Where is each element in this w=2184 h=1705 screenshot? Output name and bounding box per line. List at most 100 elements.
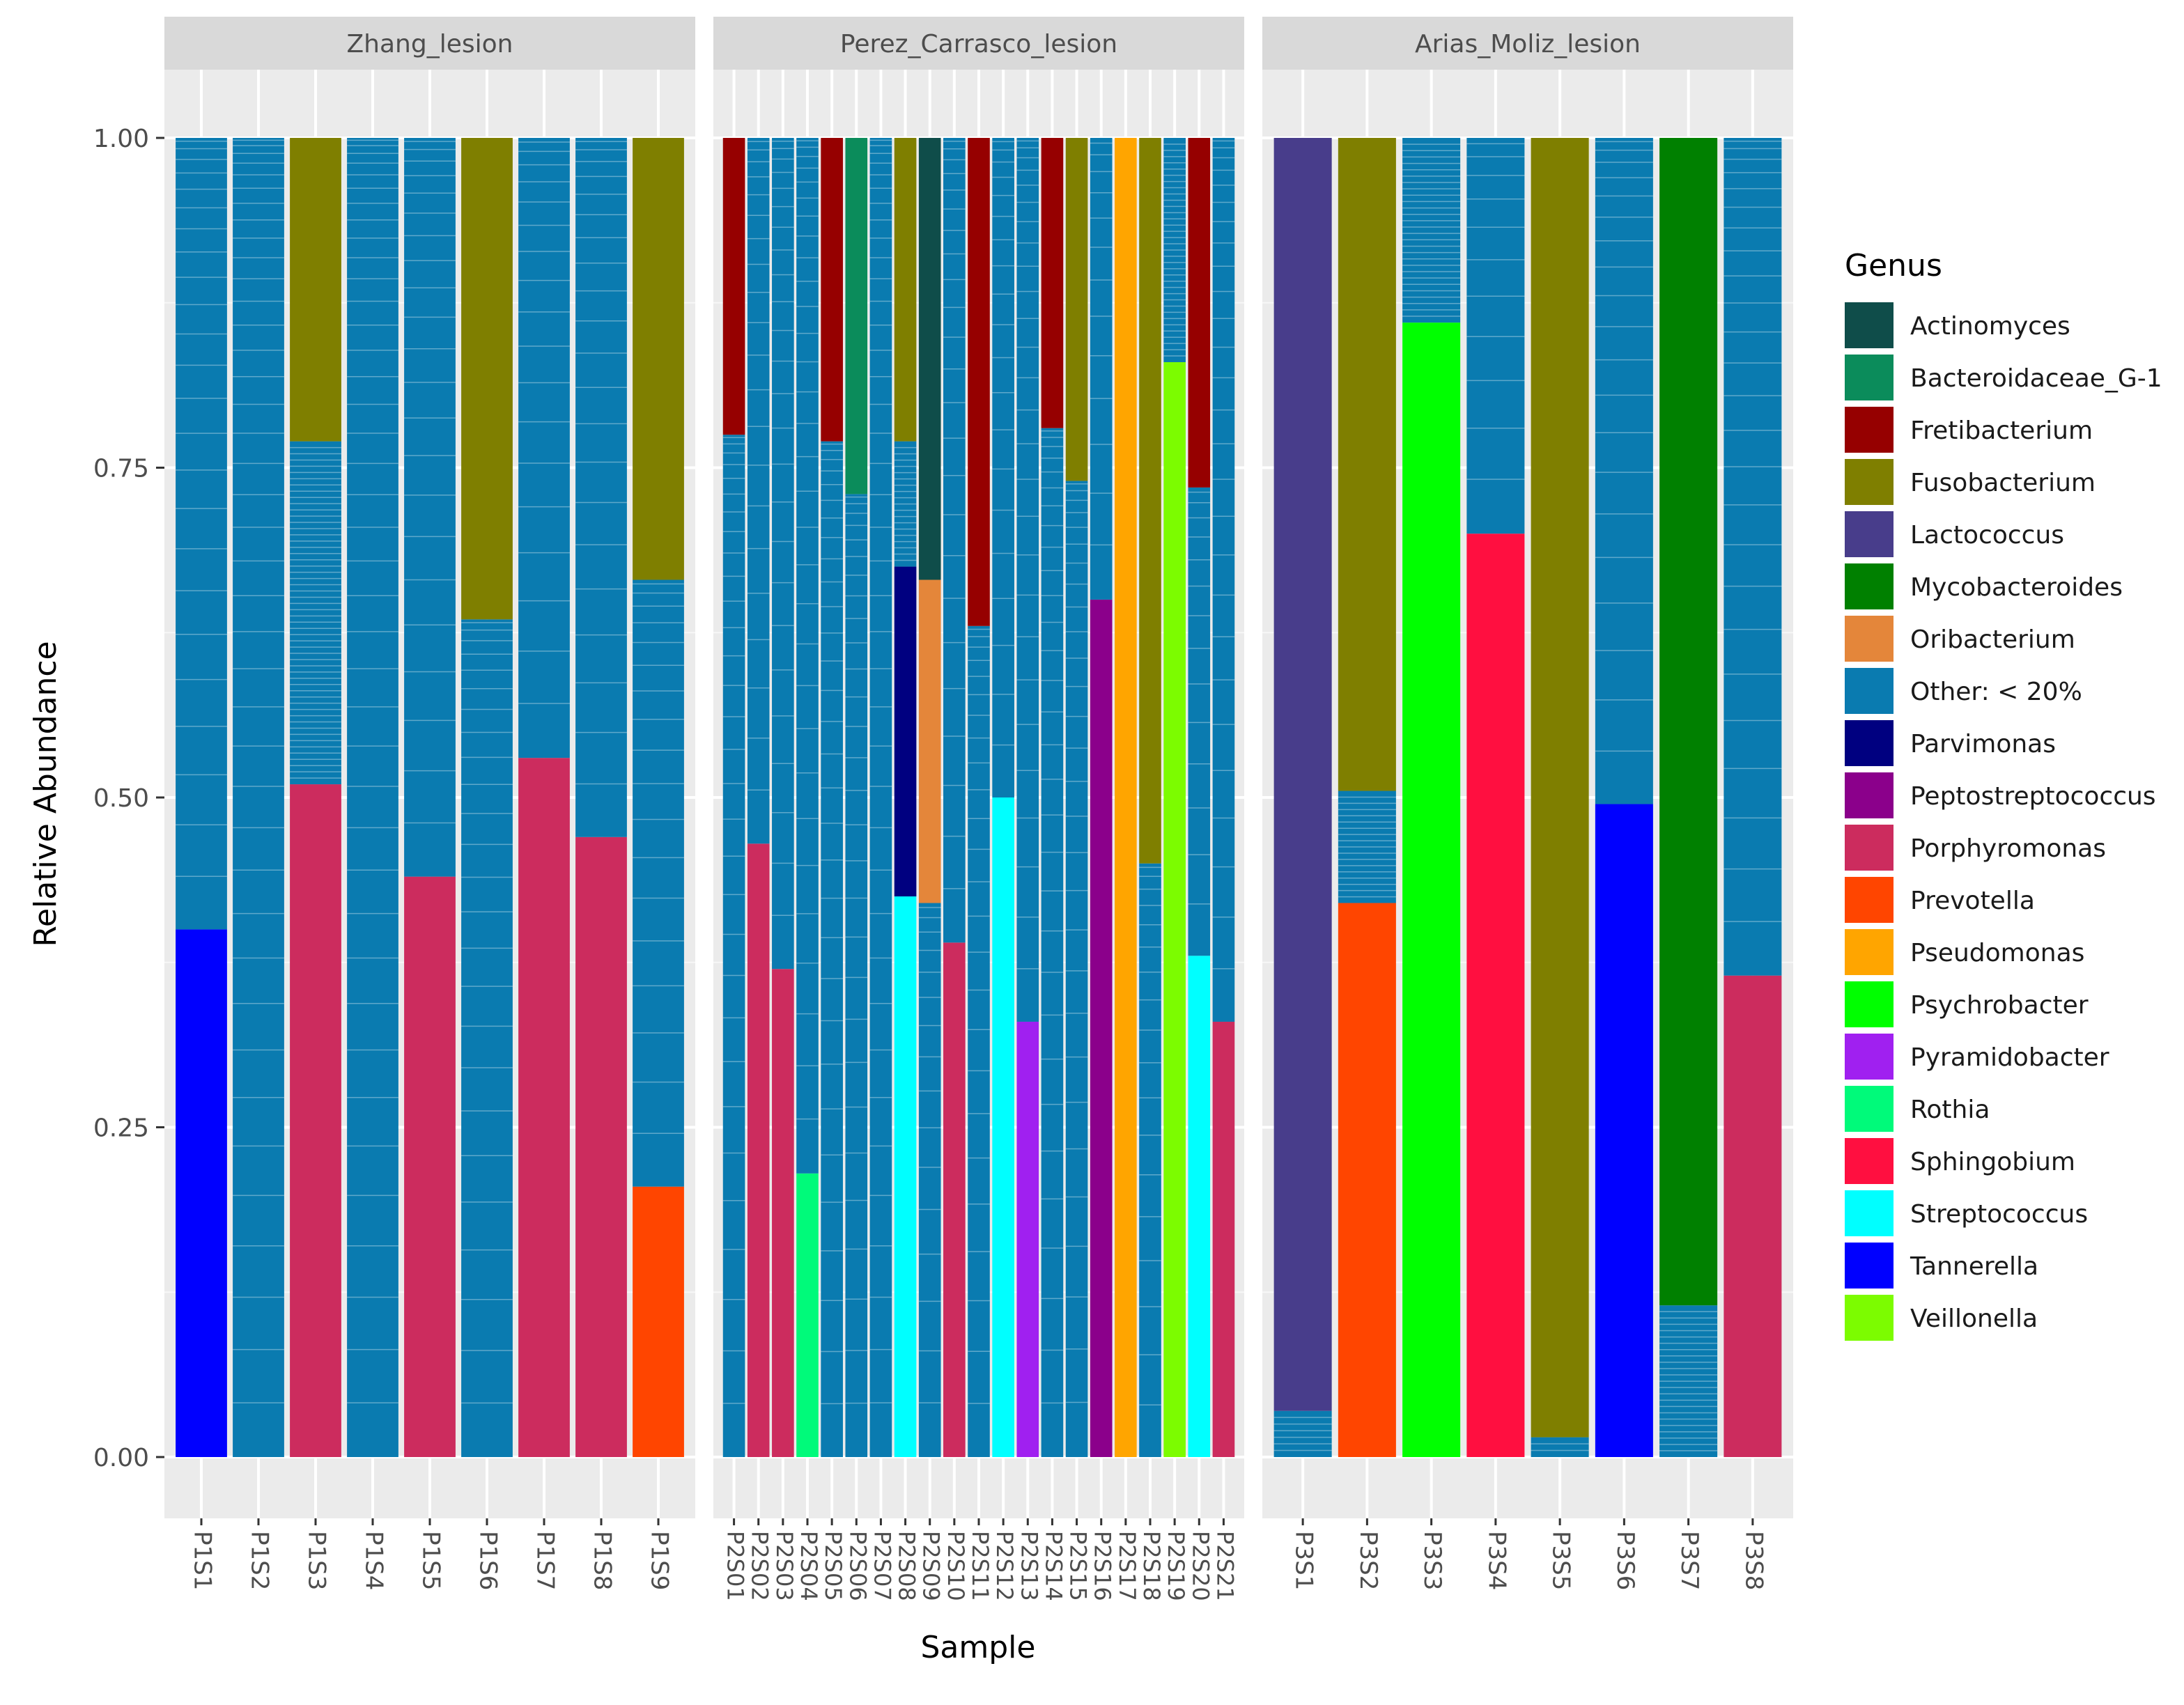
facet-strip-label: Perez_Carrasco_lesion	[840, 30, 1117, 59]
bar-segment-other-20	[772, 138, 794, 970]
bar-P3S4	[1466, 138, 1525, 1458]
bar-P3S8	[1724, 138, 1782, 1457]
bar-P2S08	[894, 138, 917, 1457]
legend-key	[1845, 1190, 1893, 1236]
x-tick-label: P3S2	[1354, 1531, 1382, 1590]
bar-P2S16	[1090, 138, 1113, 1457]
bar-segment-other-20	[404, 138, 456, 877]
bar-segment-streptococcus	[894, 896, 917, 1457]
legend-item-fretibacterium: Fretibacterium	[1845, 407, 2093, 453]
bar-segment-fusobacterium	[1065, 138, 1088, 481]
bar-segment-other-20	[518, 138, 570, 758]
bar-P2S09	[918, 138, 941, 1457]
x-tick-label: P2S20	[1187, 1531, 1214, 1601]
legend-item-mycobacteroides: Mycobacteroides	[1845, 563, 2123, 609]
bar-P2S17	[1115, 138, 1137, 1457]
bar-segment-porphyromonas	[404, 876, 456, 1457]
legend-item-psychrobacter: Psychrobacter	[1845, 981, 2089, 1027]
legend-label: Mycobacteroides	[1910, 573, 2123, 602]
bar-P2S12	[992, 138, 1014, 1457]
legend-title: Genus	[1845, 248, 1942, 283]
bar-P2S10	[943, 138, 966, 1457]
facet-panels: Zhang_lesion P1S1 P1S2 P1S3 P1S4 P1S5 P1S6 P1S7…	[164, 17, 1793, 1601]
bar-segment-tannerella	[176, 929, 227, 1457]
bar-segment-other-20	[1163, 138, 1186, 362]
x-tick-label: P1S5	[417, 1531, 445, 1590]
bar-segment-peptostreptococcus	[1090, 599, 1113, 1457]
legend-item-fusobacterium: Fusobacterium	[1845, 459, 2096, 505]
x-tick-label: P2S05	[820, 1531, 846, 1601]
bar-segment-sphingobium	[1466, 534, 1525, 1458]
bar-segment-fretibacterium	[968, 138, 990, 626]
x-tick-label: P2S12	[991, 1531, 1018, 1601]
x-tick-label: P1S3	[303, 1531, 331, 1590]
legend-key	[1845, 302, 1893, 348]
facet-strip-label: Zhang_lesion	[347, 30, 513, 59]
x-tick-label: P1S7	[532, 1531, 559, 1590]
bar-P2S13	[1016, 138, 1039, 1457]
bar-segment-prevotella	[1338, 903, 1396, 1457]
x-tick-label: P3S7	[1675, 1531, 1703, 1590]
bar-segment-fretibacterium	[1041, 138, 1064, 428]
bar-segment-mycobacteroides	[1659, 138, 1718, 1306]
legend-label: Rothia	[1910, 1096, 1990, 1124]
bar-P2S14	[1041, 138, 1064, 1458]
bar-segment-other-20	[845, 494, 868, 1457]
legend-item-sphingobium: Sphingobium	[1845, 1138, 2075, 1184]
legend-label: Fretibacterium	[1910, 416, 2093, 445]
bar-segment-other-20	[633, 579, 684, 1187]
bar-P1S4	[347, 138, 398, 1457]
bar-segment-other-20	[233, 138, 284, 1457]
legend-item-other-20: Other: < 20%	[1845, 668, 2082, 714]
legend-item-peptostreptococcus: Peptostreptococcus	[1845, 772, 2156, 818]
bar-segment-other-20	[575, 138, 627, 837]
bar-P1S7	[518, 138, 570, 1457]
y-axis: 0.00 0.25 0.50 0.75 1.00	[93, 125, 164, 1472]
legend-label: Porphyromonas	[1910, 834, 2106, 863]
legend-item-lactococcus: Lactococcus	[1845, 511, 2064, 557]
legend-key	[1845, 511, 1893, 557]
bar-segment-porphyromonas	[943, 942, 966, 1457]
bar-P3S7	[1659, 138, 1718, 1457]
bar-P3S2	[1338, 138, 1396, 1457]
legend-key	[1845, 459, 1893, 505]
legend-label: Pseudomonas	[1910, 939, 2084, 967]
legend-item-tannerella: Tannerella	[1845, 1243, 2038, 1289]
legend-label: Other: < 20%	[1910, 678, 2082, 706]
bar-segment-actinomyces	[918, 138, 941, 580]
bar-segment-other-20	[1338, 791, 1396, 903]
legend-label: Sphingobium	[1910, 1148, 2075, 1176]
bar-segment-porphyromonas	[1212, 1021, 1235, 1457]
bar-P1S3	[290, 138, 341, 1457]
legend: Genus Actinomyces Bacteroidaceae_G-1 Freti…	[1845, 248, 2162, 1341]
x-tick-label: P2S10	[943, 1531, 969, 1601]
bar-P2S20	[1188, 138, 1211, 1457]
bar-P1S6	[461, 138, 513, 1457]
y-tick-label: 1.00	[93, 125, 149, 153]
bar-segment-other-20	[1466, 138, 1525, 534]
legend-key	[1845, 1034, 1893, 1080]
bar-segment-other-20	[869, 138, 892, 1457]
legend-key	[1845, 668, 1893, 714]
legend-item-bacteroidaceae-g-1: Bacteroidaceae_G-1	[1845, 355, 2162, 400]
bar-segment-other-20	[1188, 487, 1211, 956]
bar-segment-other-20	[1016, 138, 1039, 1022]
bar-segment-pseudomonas	[1115, 138, 1137, 1457]
bar-P2S18	[1139, 138, 1161, 1457]
x-tick-label: P1S9	[646, 1531, 674, 1590]
bar-P2S01	[722, 138, 745, 1457]
bar-segment-fusobacterium	[461, 138, 513, 620]
y-tick-label: 0.50	[93, 784, 149, 813]
legend-label: Fusobacterium	[1910, 469, 2096, 497]
legend-key	[1845, 1086, 1893, 1132]
x-axis-title: Sample	[921, 1630, 1036, 1665]
legend-key	[1845, 981, 1893, 1027]
legend-key	[1845, 355, 1893, 400]
bar-segment-porphyromonas	[575, 836, 627, 1457]
legend-key	[1845, 407, 1893, 453]
x-tick-label: P2S11	[967, 1531, 993, 1601]
bar-segment-other-20	[821, 441, 843, 1457]
legend-label: Bacteroidaceae_G-1	[1910, 364, 2162, 393]
legend-items: Actinomyces Bacteroidaceae_G-1 Fretibacter…	[1845, 302, 2162, 1341]
bar-segment-fusobacterium	[633, 138, 684, 580]
